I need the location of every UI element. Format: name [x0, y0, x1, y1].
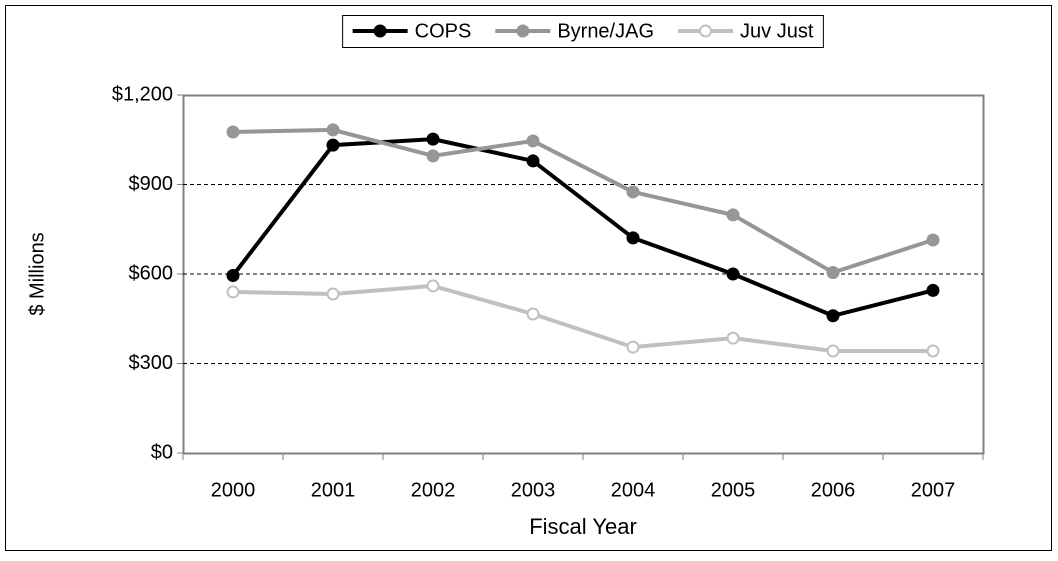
y-tick-label: $300	[129, 352, 174, 374]
data-point	[426, 149, 440, 163]
data-point	[726, 267, 740, 281]
data-point	[726, 208, 740, 222]
x-tick-label: 2007	[911, 479, 956, 501]
legend-label: Juv Just	[740, 20, 814, 42]
x-tick-label: 2005	[711, 479, 756, 501]
data-point	[626, 340, 640, 354]
data-point	[426, 132, 440, 146]
legend-marker	[699, 24, 713, 38]
data-point	[226, 125, 240, 139]
data-point	[926, 233, 940, 247]
legend-label: COPS	[415, 20, 472, 42]
data-point	[226, 285, 240, 299]
data-point	[526, 134, 540, 148]
y-tick-label: $600	[129, 262, 174, 284]
legend-marker	[373, 24, 387, 38]
data-point	[326, 287, 340, 301]
x-axis-title: Fiscal Year	[529, 514, 637, 539]
data-point	[526, 154, 540, 168]
data-point	[326, 123, 340, 137]
x-tick-label: 2003	[511, 479, 556, 501]
data-point	[726, 331, 740, 345]
data-point	[226, 268, 240, 282]
x-tick-label: 2002	[411, 479, 456, 501]
data-point	[826, 309, 840, 323]
y-tick-label: $0	[151, 441, 173, 463]
data-point	[626, 185, 640, 199]
data-point	[826, 344, 840, 358]
data-point	[826, 266, 840, 280]
series-line	[232, 283, 933, 353]
legend-marker	[516, 24, 530, 38]
data-point	[326, 138, 340, 152]
legend-label: Byrne/JAG	[557, 20, 654, 42]
legend-box	[342, 15, 824, 48]
y-tick-label: $900	[129, 173, 174, 195]
series-line	[232, 127, 934, 275]
series-line	[231, 137, 934, 318]
data-point	[426, 279, 440, 293]
x-tick-label: 2004	[611, 479, 656, 501]
x-tick-label: 2006	[811, 479, 856, 501]
data-point	[926, 344, 940, 358]
data-point	[926, 283, 940, 297]
y-tick-label: $1,200	[112, 83, 173, 105]
x-tick-label: 2001	[311, 479, 356, 501]
y-axis-title: $ Millions	[26, 232, 48, 315]
data-point	[626, 231, 640, 245]
data-point	[526, 307, 540, 321]
x-tick-label: 2000	[211, 479, 256, 501]
